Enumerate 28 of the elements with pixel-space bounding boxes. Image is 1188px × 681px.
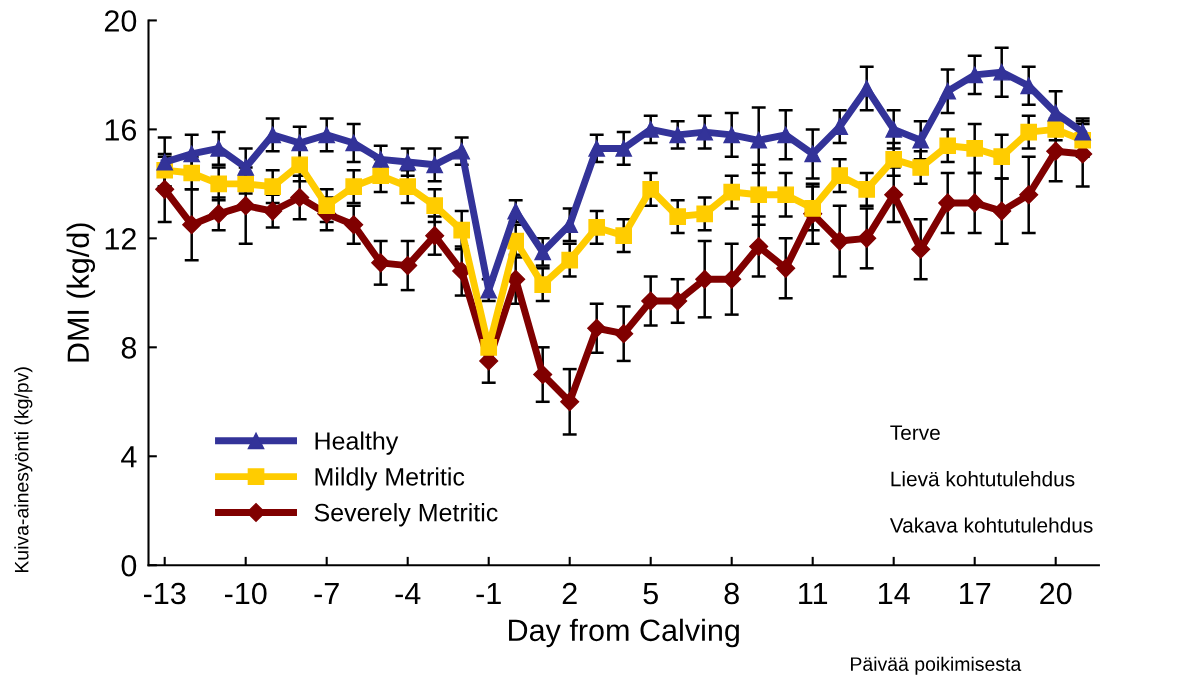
y-tick-label: 20 (104, 10, 137, 32)
y-tick-label: 12 (105, 228, 136, 250)
x-tick-label: 14 (879, 583, 910, 605)
annotation: Vakava kohtutulehdus (889, 517, 1093, 533)
y-tick-label: 8 (121, 337, 137, 359)
x-axis-title: Day from Calving (509, 618, 739, 648)
annotation: Terve (890, 425, 940, 441)
x-tick-label: 20 (1040, 582, 1072, 605)
legend-label: Healthy (315, 431, 399, 455)
x-tick-label: -1 (476, 583, 501, 605)
annotation: Lievä kohtutulehdus (891, 471, 1075, 487)
y-tick-label: 0 (121, 554, 137, 577)
x-tick-label: 5 (643, 583, 658, 605)
text: Päivää poikimisesta (851, 656, 1022, 675)
y-tick-label: 16 (105, 119, 137, 141)
x-tick-label: 8 (724, 582, 739, 605)
x-tick-label: 11 (799, 583, 828, 605)
legend-label: Mildly Metritic (315, 467, 465, 491)
y-axis-title: DMI (kg/d) (66, 223, 96, 362)
x-tick-label: -7 (314, 583, 339, 605)
legend-label: Severely Metritic (314, 503, 498, 527)
x-tick-label: -13 (143, 582, 186, 605)
x-tick-label: 17 (960, 583, 991, 605)
x-tick-label: 2 (562, 582, 577, 605)
x-tick-label: -10 (224, 582, 267, 605)
text: Kuiva-ainesyönti (kg/pv) (14, 367, 33, 573)
x-tick-label: -4 (395, 583, 421, 605)
y-tick-label: 4 (121, 446, 137, 468)
